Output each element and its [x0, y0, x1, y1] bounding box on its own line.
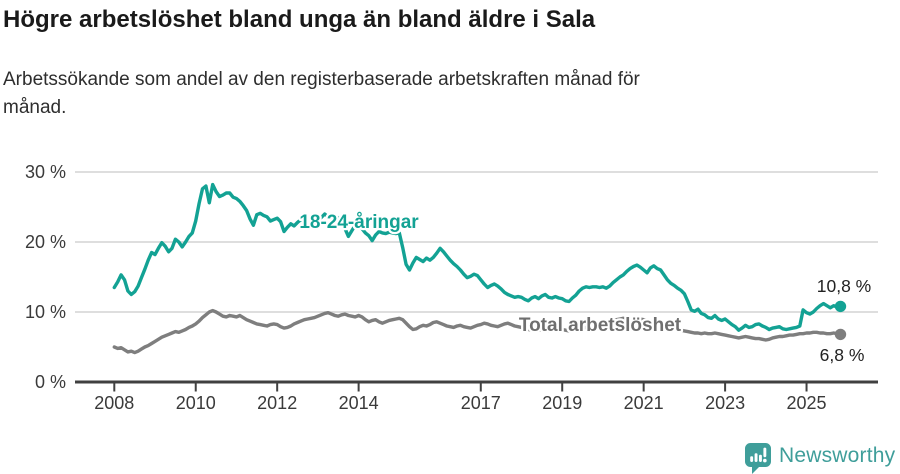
y-tick-label-30: 30 % [25, 162, 66, 182]
chart-subtitle: Arbetssökande som andel av den registerb… [3, 69, 640, 118]
series-end-value-total: 6,8 % [820, 345, 865, 365]
series-label-youth: 18-24-åringar [299, 212, 419, 233]
series-end-value-youth: 10,8 % [817, 276, 871, 296]
x-tick-label-2010: 2010 [176, 393, 216, 413]
page-title: Högre arbetslöshet bland unga än bland ä… [3, 6, 596, 33]
x-tick-label-2019: 2019 [542, 393, 582, 413]
series-line-youth [112, 182, 843, 332]
x-tick-label-2014: 2014 [339, 393, 379, 413]
x-tick-label-2025: 2025 [787, 393, 827, 413]
x-tick-label-2023: 2023 [705, 393, 745, 413]
x-tick-label-2021: 2021 [624, 393, 664, 413]
series-label-total: Total arbetslöshet [519, 315, 682, 336]
x-tick-label-2017: 2017 [461, 393, 501, 413]
y-tick-label-20: 20 % [25, 232, 66, 252]
y-tick-label-10: 10 % [25, 302, 66, 322]
x-tick-label-2008: 2008 [94, 393, 134, 413]
series-end-dot-youth [834, 300, 847, 313]
series-end-dot-total [834, 328, 847, 341]
x-tick-label-2012: 2012 [257, 393, 297, 413]
series-line-total [112, 308, 843, 355]
y-tick-label-0: 0 % [35, 372, 66, 392]
